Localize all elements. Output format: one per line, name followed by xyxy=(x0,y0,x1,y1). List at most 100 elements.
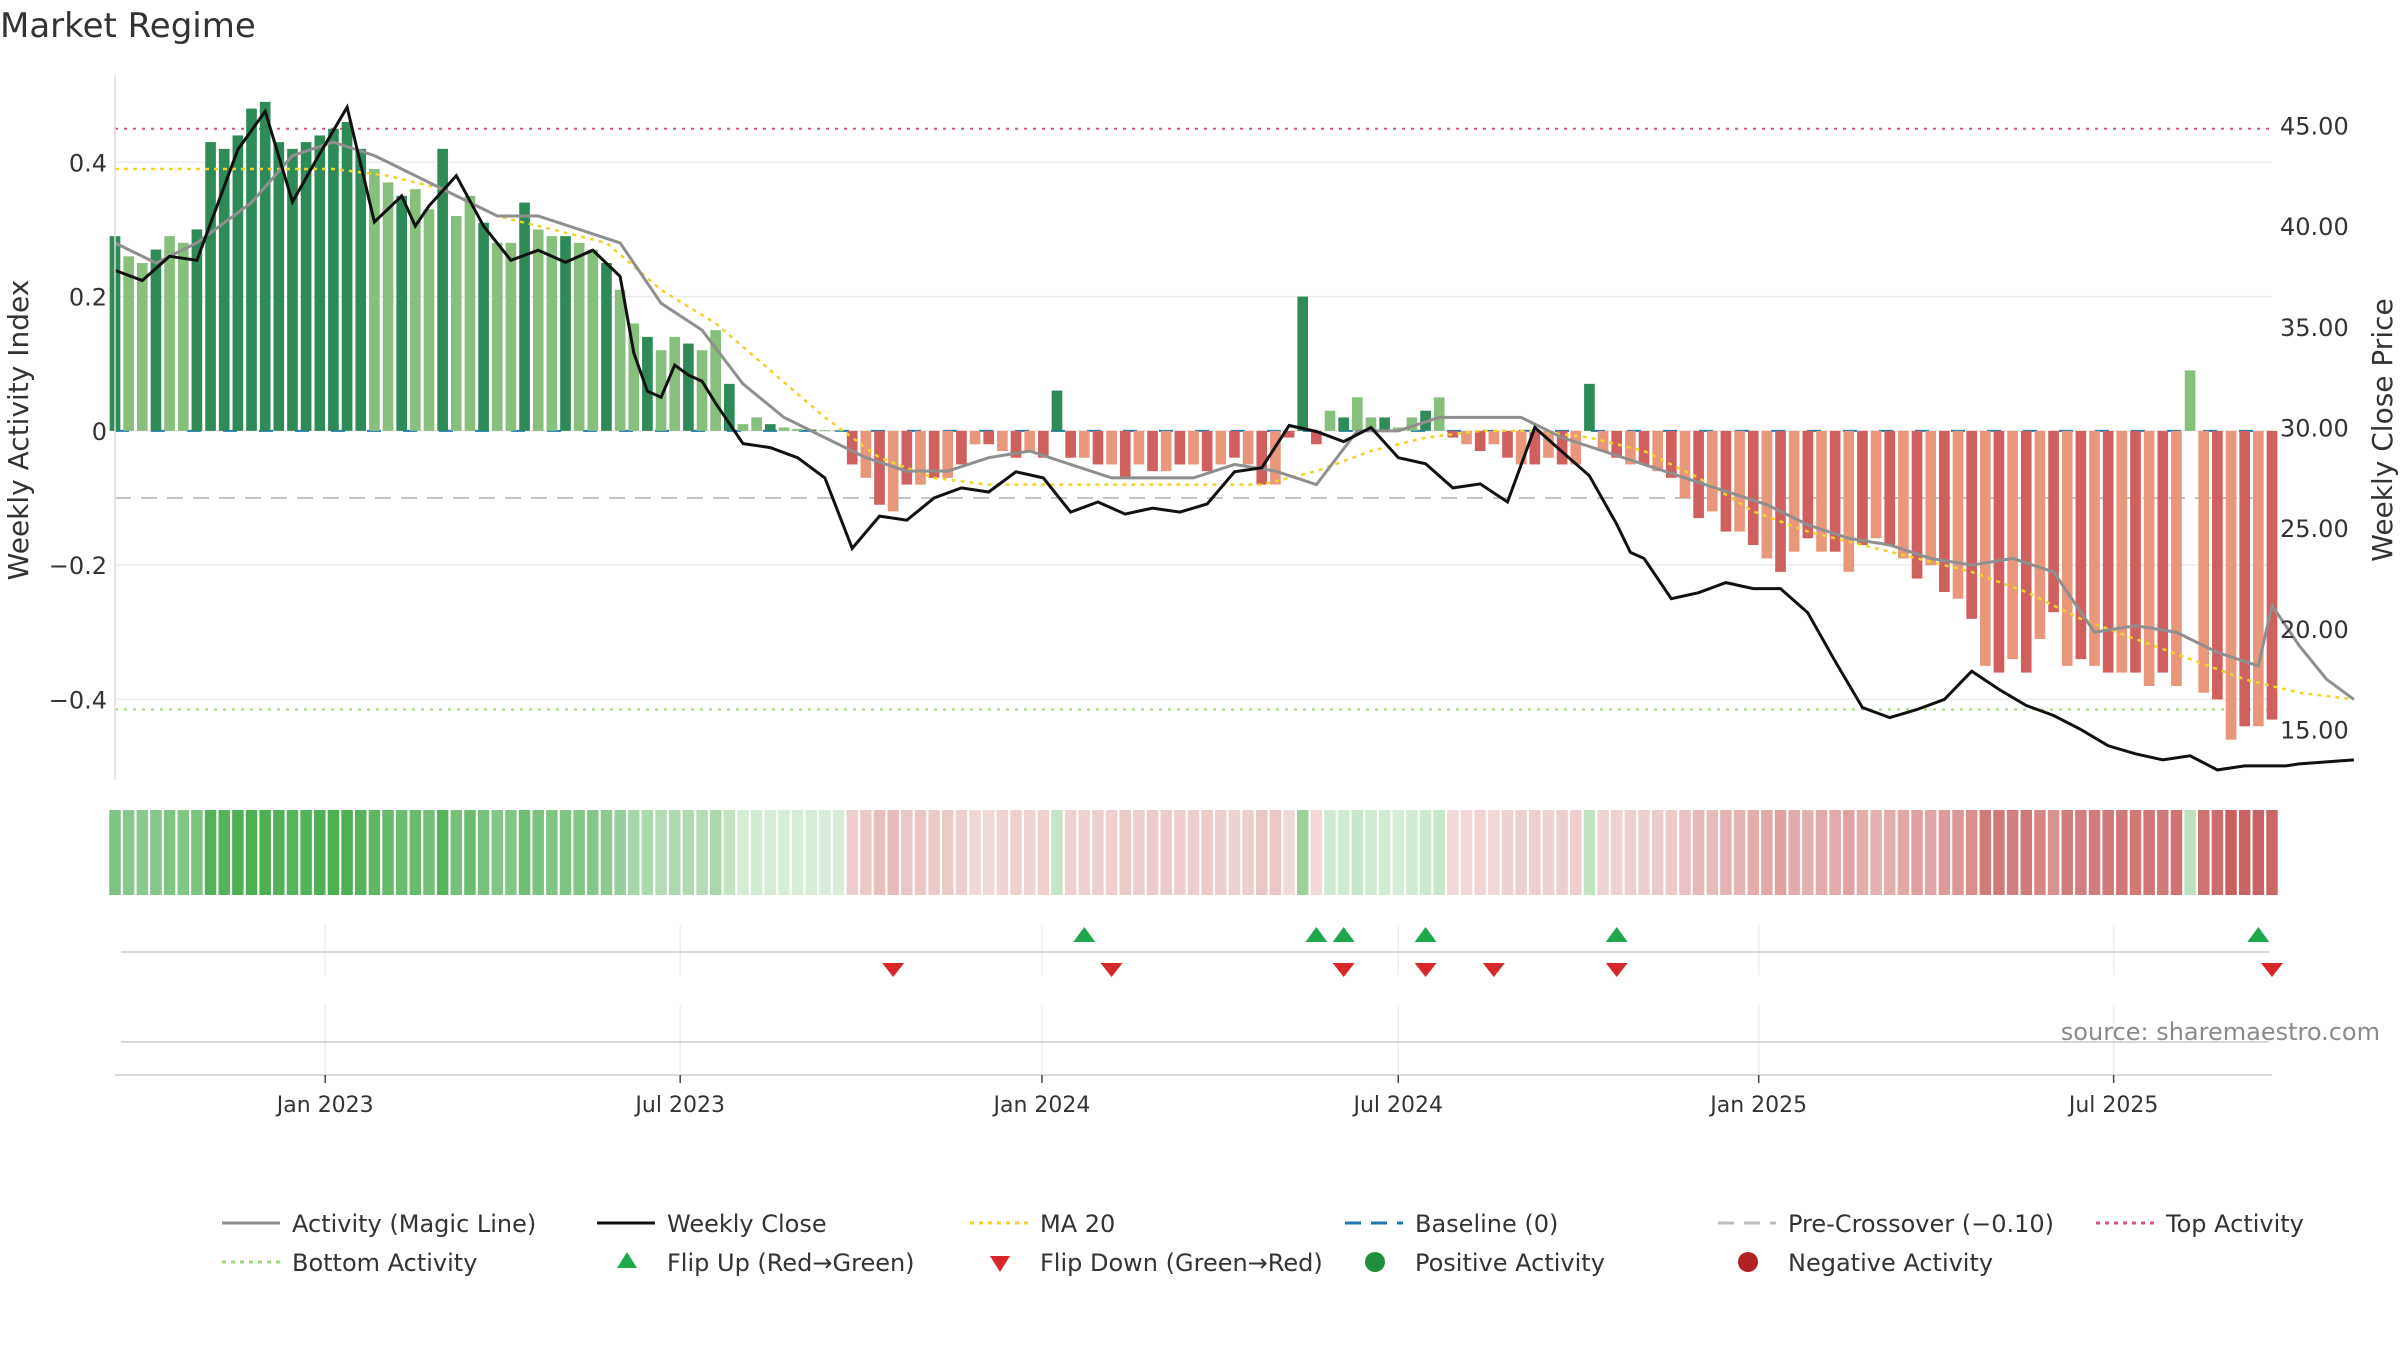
activity-bar xyxy=(546,236,558,431)
activity-bar xyxy=(2143,430,2155,686)
activity-bar xyxy=(1433,397,1445,431)
activity-bar xyxy=(1229,430,1240,458)
regime-cell xyxy=(1023,810,1036,895)
regime-cell xyxy=(1460,810,1473,895)
activity-bar xyxy=(1447,430,1459,438)
activity-bar xyxy=(1515,430,1527,465)
activity-bar xyxy=(1816,430,1827,552)
regime-cell xyxy=(1897,810,1910,895)
right-tick-label: 35.00 xyxy=(2280,314,2349,342)
regime-cell xyxy=(2238,810,2251,895)
regime-cell xyxy=(1610,810,1623,895)
regime-cell xyxy=(1924,810,1937,895)
activity-bar xyxy=(328,128,339,431)
regime-cell xyxy=(1447,810,1459,895)
source-note: source: sharemaestro.com xyxy=(2061,1018,2380,1046)
activity-bar xyxy=(1242,430,1254,465)
regime-cell xyxy=(832,810,845,895)
regime-cell xyxy=(750,810,763,895)
regime-cell xyxy=(1092,810,1104,895)
legend-label: Baseline (0) xyxy=(1415,1210,1558,1238)
regime-cell xyxy=(409,810,422,895)
regime-cell xyxy=(1788,810,1800,895)
regime-cell xyxy=(204,810,217,895)
activity-bar xyxy=(2212,430,2223,700)
regime-cell xyxy=(1406,810,1418,895)
activity-bar xyxy=(355,148,367,431)
activity-bar xyxy=(1734,430,1745,532)
regime-cell xyxy=(1665,810,1678,895)
regime-cell xyxy=(723,810,736,895)
activity-bar xyxy=(314,135,326,431)
legend-item: Pre-Crossover (−0.10) xyxy=(1718,1210,2054,1238)
legend-label: Negative Activity xyxy=(1788,1249,1993,1277)
regime-cell xyxy=(314,810,326,895)
regime-cell xyxy=(1160,810,1172,895)
regime-cell xyxy=(150,810,162,895)
legend-label: Pre-Crossover (−0.10) xyxy=(1788,1210,2054,1238)
legend-swatch-circle xyxy=(1738,1252,1758,1272)
activity-bar xyxy=(300,142,312,431)
activity-bar xyxy=(2034,430,2046,639)
activity-bar xyxy=(1911,430,1923,579)
left-tick-label: 0.4 xyxy=(69,149,107,177)
regime-cell xyxy=(218,810,230,895)
activity-bar xyxy=(901,430,913,485)
activity-bar xyxy=(2116,430,2128,673)
regime-cell xyxy=(1952,810,1964,895)
activity-bar xyxy=(1215,430,1227,465)
legend-label: Positive Activity xyxy=(1415,1249,1605,1277)
regime-cell xyxy=(2143,810,2155,895)
activity-bar xyxy=(1461,430,1472,445)
regime-cell xyxy=(1010,810,1022,895)
activity-bar xyxy=(2061,430,2073,666)
regime-cell xyxy=(1296,810,1309,895)
activity-bar xyxy=(724,383,735,431)
activity-bar xyxy=(778,427,790,431)
activity-bar xyxy=(915,430,926,485)
regime-cell xyxy=(232,810,244,895)
regime-cell xyxy=(600,810,613,895)
weekly-close-line xyxy=(114,103,2355,772)
activity-bar xyxy=(1898,430,1909,559)
activity-bar xyxy=(942,430,954,478)
x-tick-label: Jul 2025 xyxy=(2067,1093,2159,1118)
right-tick-label: 20.00 xyxy=(2280,616,2349,644)
regime-cell xyxy=(901,810,913,895)
legend-item: Baseline (0) xyxy=(1345,1210,1558,1238)
regime-cell xyxy=(368,810,381,895)
activity-bar xyxy=(601,263,612,431)
regime-cell xyxy=(1105,810,1118,895)
activity-bar xyxy=(1201,430,1213,472)
regime-cell xyxy=(2102,810,2114,895)
legend-label: Flip Up (Red→Green) xyxy=(667,1249,915,1277)
regime-cell xyxy=(942,810,954,895)
activity-bar xyxy=(191,229,203,431)
right-tick-label: 40.00 xyxy=(2280,213,2349,241)
regime-cell xyxy=(1870,810,1882,895)
regime-cell xyxy=(1064,810,1077,895)
activity-bar xyxy=(1147,430,1158,472)
activity-bar xyxy=(655,350,667,431)
activity-bar xyxy=(751,417,762,431)
activity-bar xyxy=(1365,417,1377,431)
regime-cell xyxy=(1651,810,1664,895)
activity-bar xyxy=(478,222,489,431)
regime-cell xyxy=(982,810,995,895)
activity-bar xyxy=(532,229,544,431)
regime-cell xyxy=(2061,810,2073,895)
regime-cell xyxy=(2034,810,2046,895)
activity-bar xyxy=(437,148,448,431)
activity-bar xyxy=(1843,430,1855,572)
x-tick-label: Jan 2025 xyxy=(1708,1093,1807,1118)
activity-bar xyxy=(2184,370,2196,431)
flip-down-marker xyxy=(1332,963,1355,977)
activity-bar xyxy=(1802,430,1814,539)
regime-cell xyxy=(1187,810,1200,895)
activity-bar xyxy=(1311,430,1322,445)
legend-swatch-circle xyxy=(1365,1252,1385,1272)
regime-cell xyxy=(791,810,804,895)
activity-bar xyxy=(1379,417,1390,431)
activity-bar xyxy=(860,430,872,478)
